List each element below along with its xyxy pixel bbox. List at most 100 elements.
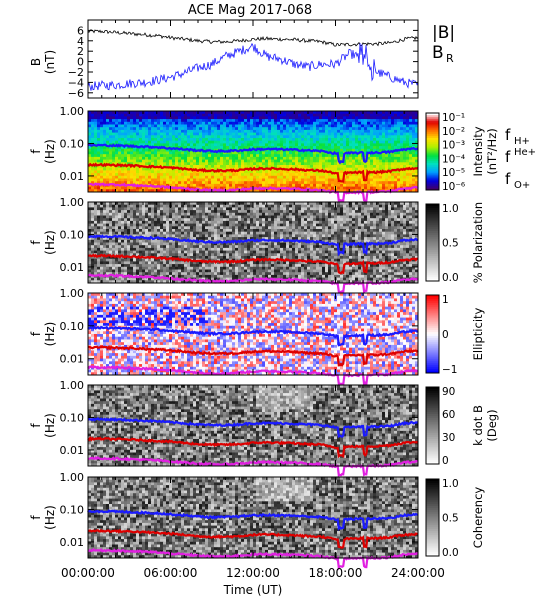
spectrogram-cell <box>274 156 278 160</box>
spectrogram-cell <box>400 175 404 179</box>
spectrogram-cell <box>133 223 137 227</box>
spectrogram-cell <box>184 234 188 238</box>
spectrogram-cell <box>271 162 275 166</box>
spectrogram-cell <box>340 127 344 131</box>
spectrogram-cell <box>409 113 413 117</box>
spectrogram-cell <box>247 140 251 144</box>
spectrogram-cell <box>337 146 341 150</box>
spectrogram-cell <box>280 173 284 177</box>
spectrogram-cell <box>193 220 197 224</box>
spectrogram-cell <box>241 124 245 128</box>
spectrogram-cell <box>310 156 314 160</box>
spectrogram-cell <box>223 140 227 144</box>
spectrogram-cell <box>160 175 164 179</box>
spectrogram-cell <box>256 234 260 238</box>
spectrogram-cell <box>307 234 311 238</box>
spectrogram-cell <box>178 111 182 115</box>
spectrogram-cell <box>325 237 329 241</box>
spectrogram-cell <box>271 231 275 235</box>
spectrogram-cell <box>208 132 212 136</box>
spectrogram-cell <box>262 207 266 211</box>
spectrogram-cell <box>406 212 410 216</box>
spectrogram-cell <box>367 212 371 216</box>
spectrogram-cell <box>409 173 413 177</box>
spectrogram-cell <box>274 124 278 128</box>
spectrogram-cell <box>235 143 239 147</box>
spectrogram-cell <box>364 140 368 144</box>
spectrogram-cell <box>115 202 119 206</box>
spectrogram-cell <box>88 146 92 150</box>
spectrogram-cell <box>130 239 134 243</box>
spectrogram-cell <box>412 237 416 241</box>
spectrogram-cell <box>253 159 257 163</box>
spectrogram-cell <box>361 159 365 163</box>
spectrogram-cell <box>352 181 356 185</box>
spectrogram-cell <box>184 127 188 131</box>
spectrogram-cell <box>205 129 209 133</box>
spectrogram-cell <box>280 204 284 208</box>
spectrogram-cell <box>169 226 173 230</box>
spectrogram-cell <box>229 116 233 120</box>
spectrogram-cell <box>325 121 329 125</box>
spectrogram-cell <box>364 129 368 133</box>
spectrogram-cell <box>187 178 191 182</box>
spectrogram-cell <box>415 234 419 238</box>
spectrogram-cell <box>145 226 149 230</box>
spectrogram-cell <box>91 121 95 125</box>
spectrogram-cell <box>220 226 224 230</box>
spectrogram-cell <box>91 146 95 150</box>
spectrogram-cell <box>175 151 179 155</box>
spectrogram-cell <box>232 178 236 182</box>
spectrogram-cell <box>160 167 164 171</box>
spectrogram-cell <box>328 127 332 131</box>
spectrogram-cell <box>115 173 119 177</box>
spectrogram-cell <box>403 140 407 144</box>
spectrogram-cell <box>244 127 248 131</box>
spectrogram-cell <box>172 210 176 214</box>
spectrogram-cell <box>250 143 254 147</box>
spectrogram-cell <box>211 140 215 144</box>
spectrogram-cell <box>94 237 98 241</box>
spectrogram-cell <box>295 121 299 125</box>
spectrogram-cell <box>283 143 287 147</box>
spectrogram-cell <box>148 218 152 222</box>
spectrogram-cell <box>247 154 251 158</box>
spectrogram-cell <box>169 167 173 171</box>
spectrogram-cell <box>142 162 146 166</box>
spectrogram-cell <box>319 113 323 117</box>
spectrogram-cell <box>340 181 344 185</box>
spectrogram-cell <box>319 159 323 163</box>
spectrogram-cell <box>271 111 275 115</box>
spectrogram-cell <box>376 156 380 160</box>
spectrogram-cell <box>268 146 272 150</box>
spectrogram-cell <box>277 143 281 147</box>
spectrogram-cell <box>334 165 338 169</box>
spectrogram-cell <box>247 111 251 115</box>
spectrogram-cell <box>373 226 377 230</box>
spectrogram-cell <box>148 132 152 136</box>
spectrogram-cell <box>346 229 350 233</box>
spectrogram-cell <box>355 132 359 136</box>
spectrogram-cell <box>217 237 221 241</box>
spectrogram-cell <box>346 183 350 187</box>
spectrogram-cell <box>154 148 158 152</box>
spectrogram-cell <box>247 119 251 123</box>
spectrogram-cell <box>172 181 176 185</box>
colorbar-swatch <box>426 186 439 189</box>
spectrogram-cell <box>325 183 329 187</box>
spectrogram-cell <box>217 146 221 150</box>
spectrogram-cell <box>289 165 293 169</box>
spectrogram-cell <box>199 127 203 131</box>
spectrogram-cell <box>223 165 227 169</box>
spectrogram-cell <box>274 212 278 216</box>
spectrogram-cell <box>313 116 317 120</box>
spectrogram-cell <box>208 181 212 185</box>
spectrogram-cell <box>256 162 260 166</box>
spectrogram-cell <box>223 129 227 133</box>
spectrogram-cell <box>160 186 164 190</box>
spectrogram-cell <box>319 220 323 224</box>
spectrogram-cell <box>112 156 116 160</box>
spectrogram-cell <box>388 159 392 163</box>
spectrogram-cell <box>406 181 410 185</box>
spectrogram-cell <box>229 121 233 125</box>
